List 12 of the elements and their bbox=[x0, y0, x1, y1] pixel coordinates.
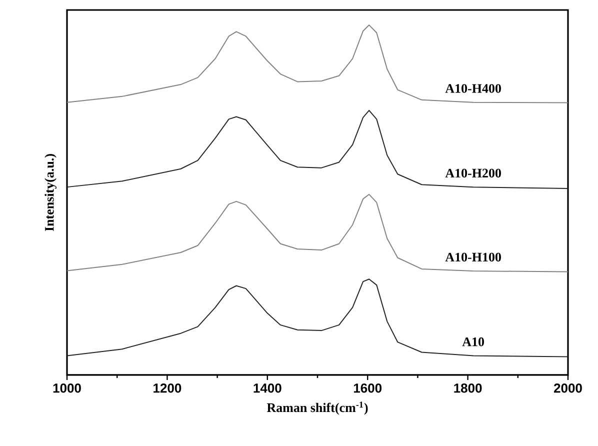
series-label: A10-H400 bbox=[445, 84, 501, 93]
y-axis-title: Intensity(a.u.) bbox=[44, 154, 56, 232]
x-tick-label: 1200 bbox=[154, 384, 182, 393]
x-tick-label: 1000 bbox=[53, 384, 81, 393]
series-label: A10-H200 bbox=[445, 168, 501, 178]
x-axis-title: Raman shift(cm$^{-1}$) bbox=[266, 402, 368, 415]
x-tick-label: 1400 bbox=[254, 384, 282, 393]
x-tick-label: 1800 bbox=[454, 384, 482, 393]
series-label: A10 bbox=[462, 337, 484, 346]
series-label: A10-H100 bbox=[445, 252, 501, 262]
x-tick-label: 1600 bbox=[354, 384, 382, 393]
x-tick-label: 2000 bbox=[554, 384, 582, 393]
